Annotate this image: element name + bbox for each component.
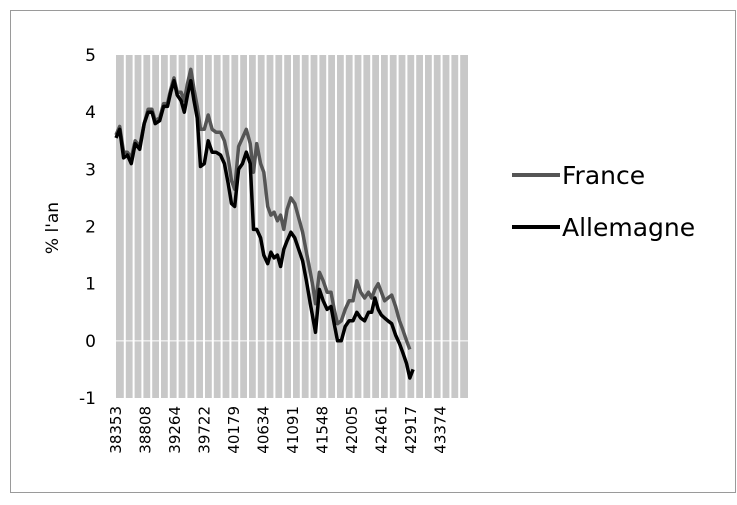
y-tick-label: -1 xyxy=(79,389,96,409)
x-tick-label: 42005 xyxy=(343,406,361,454)
y-tick-label: 5 xyxy=(85,46,96,66)
y-axis-ticks: 5 4 3 2 1 0 -1 xyxy=(79,46,96,409)
x-tick-label: 39264 xyxy=(166,406,184,454)
x-tick-label: 41091 xyxy=(284,406,302,454)
y-tick-label: 4 xyxy=(85,103,96,123)
x-tick-label: 40634 xyxy=(254,406,272,454)
series-lines xyxy=(114,67,415,380)
chart-border xyxy=(10,10,736,493)
y-tick-label: 1 xyxy=(85,275,96,295)
x-tick-label: 41548 xyxy=(314,406,332,454)
y-tick-label: 3 xyxy=(85,160,96,180)
x-tick-label: 42917 xyxy=(402,406,420,454)
x-tick-label: 42461 xyxy=(373,406,391,454)
x-tick-label: 43374 xyxy=(432,406,450,454)
x-axis-ticks: 38353 38808 39264 39722 40179 40634 41091 41548… xyxy=(107,406,450,454)
legend-label-allemagne: Allemagne xyxy=(562,213,695,242)
y-tick-label: 2 xyxy=(85,218,96,238)
x-tick-label: 38808 xyxy=(136,406,154,454)
legend: France Allemagne xyxy=(512,161,695,242)
y-tick-label: 0 xyxy=(85,332,96,352)
y-axis-label: % l'an xyxy=(43,202,63,254)
x-tick-label: 40179 xyxy=(225,406,243,454)
x-tick-label: 39722 xyxy=(196,406,214,454)
series-line-allemagne xyxy=(114,78,415,380)
legend-label-france: France xyxy=(562,161,645,190)
x-tick-label: 38353 xyxy=(107,406,125,454)
